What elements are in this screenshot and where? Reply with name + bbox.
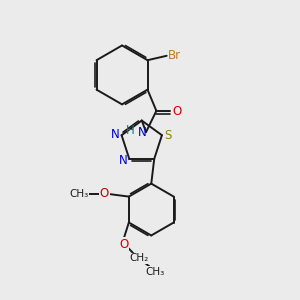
Text: N: N [111,128,119,140]
Text: CH₃: CH₃ [69,189,88,199]
Text: S: S [165,129,172,142]
Text: CH₃: CH₃ [146,267,165,277]
Text: CH₂: CH₂ [129,254,148,263]
Text: H: H [126,124,135,137]
Text: N: N [138,125,147,139]
Text: O: O [119,238,128,251]
Text: Br: Br [168,49,182,62]
Text: N: N [118,154,127,166]
Text: O: O [172,105,182,118]
Text: O: O [100,188,109,200]
